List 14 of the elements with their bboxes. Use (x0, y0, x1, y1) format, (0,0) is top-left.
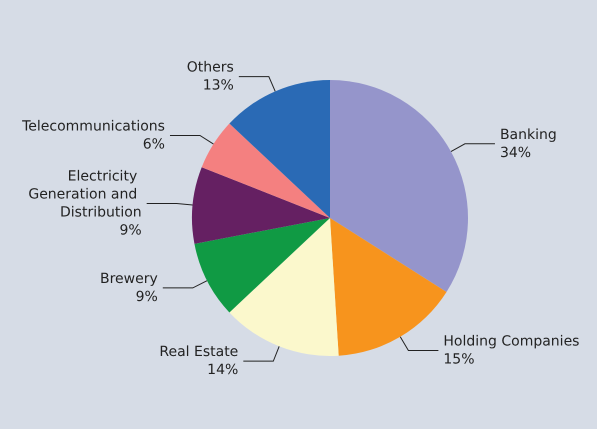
data-label: 15% (443, 352, 475, 368)
slice-label: Banking (500, 126, 557, 143)
data-label: 9% (119, 222, 142, 239)
data-label: 13% (202, 78, 234, 94)
data-label: 9% (136, 288, 158, 305)
slice-label: Electricity Generation and Distribution (28, 168, 142, 221)
slice-label: Holding Companies (443, 334, 580, 350)
data-label: 14% (207, 362, 238, 378)
slice-label: Real Estate (159, 344, 238, 360)
slice-label: Telecommunications (21, 118, 165, 134)
slice-label: Brewery (100, 270, 158, 287)
slice-label: Others (186, 60, 234, 76)
data-label: 6% (142, 136, 165, 152)
data-label: 34% (500, 144, 532, 161)
